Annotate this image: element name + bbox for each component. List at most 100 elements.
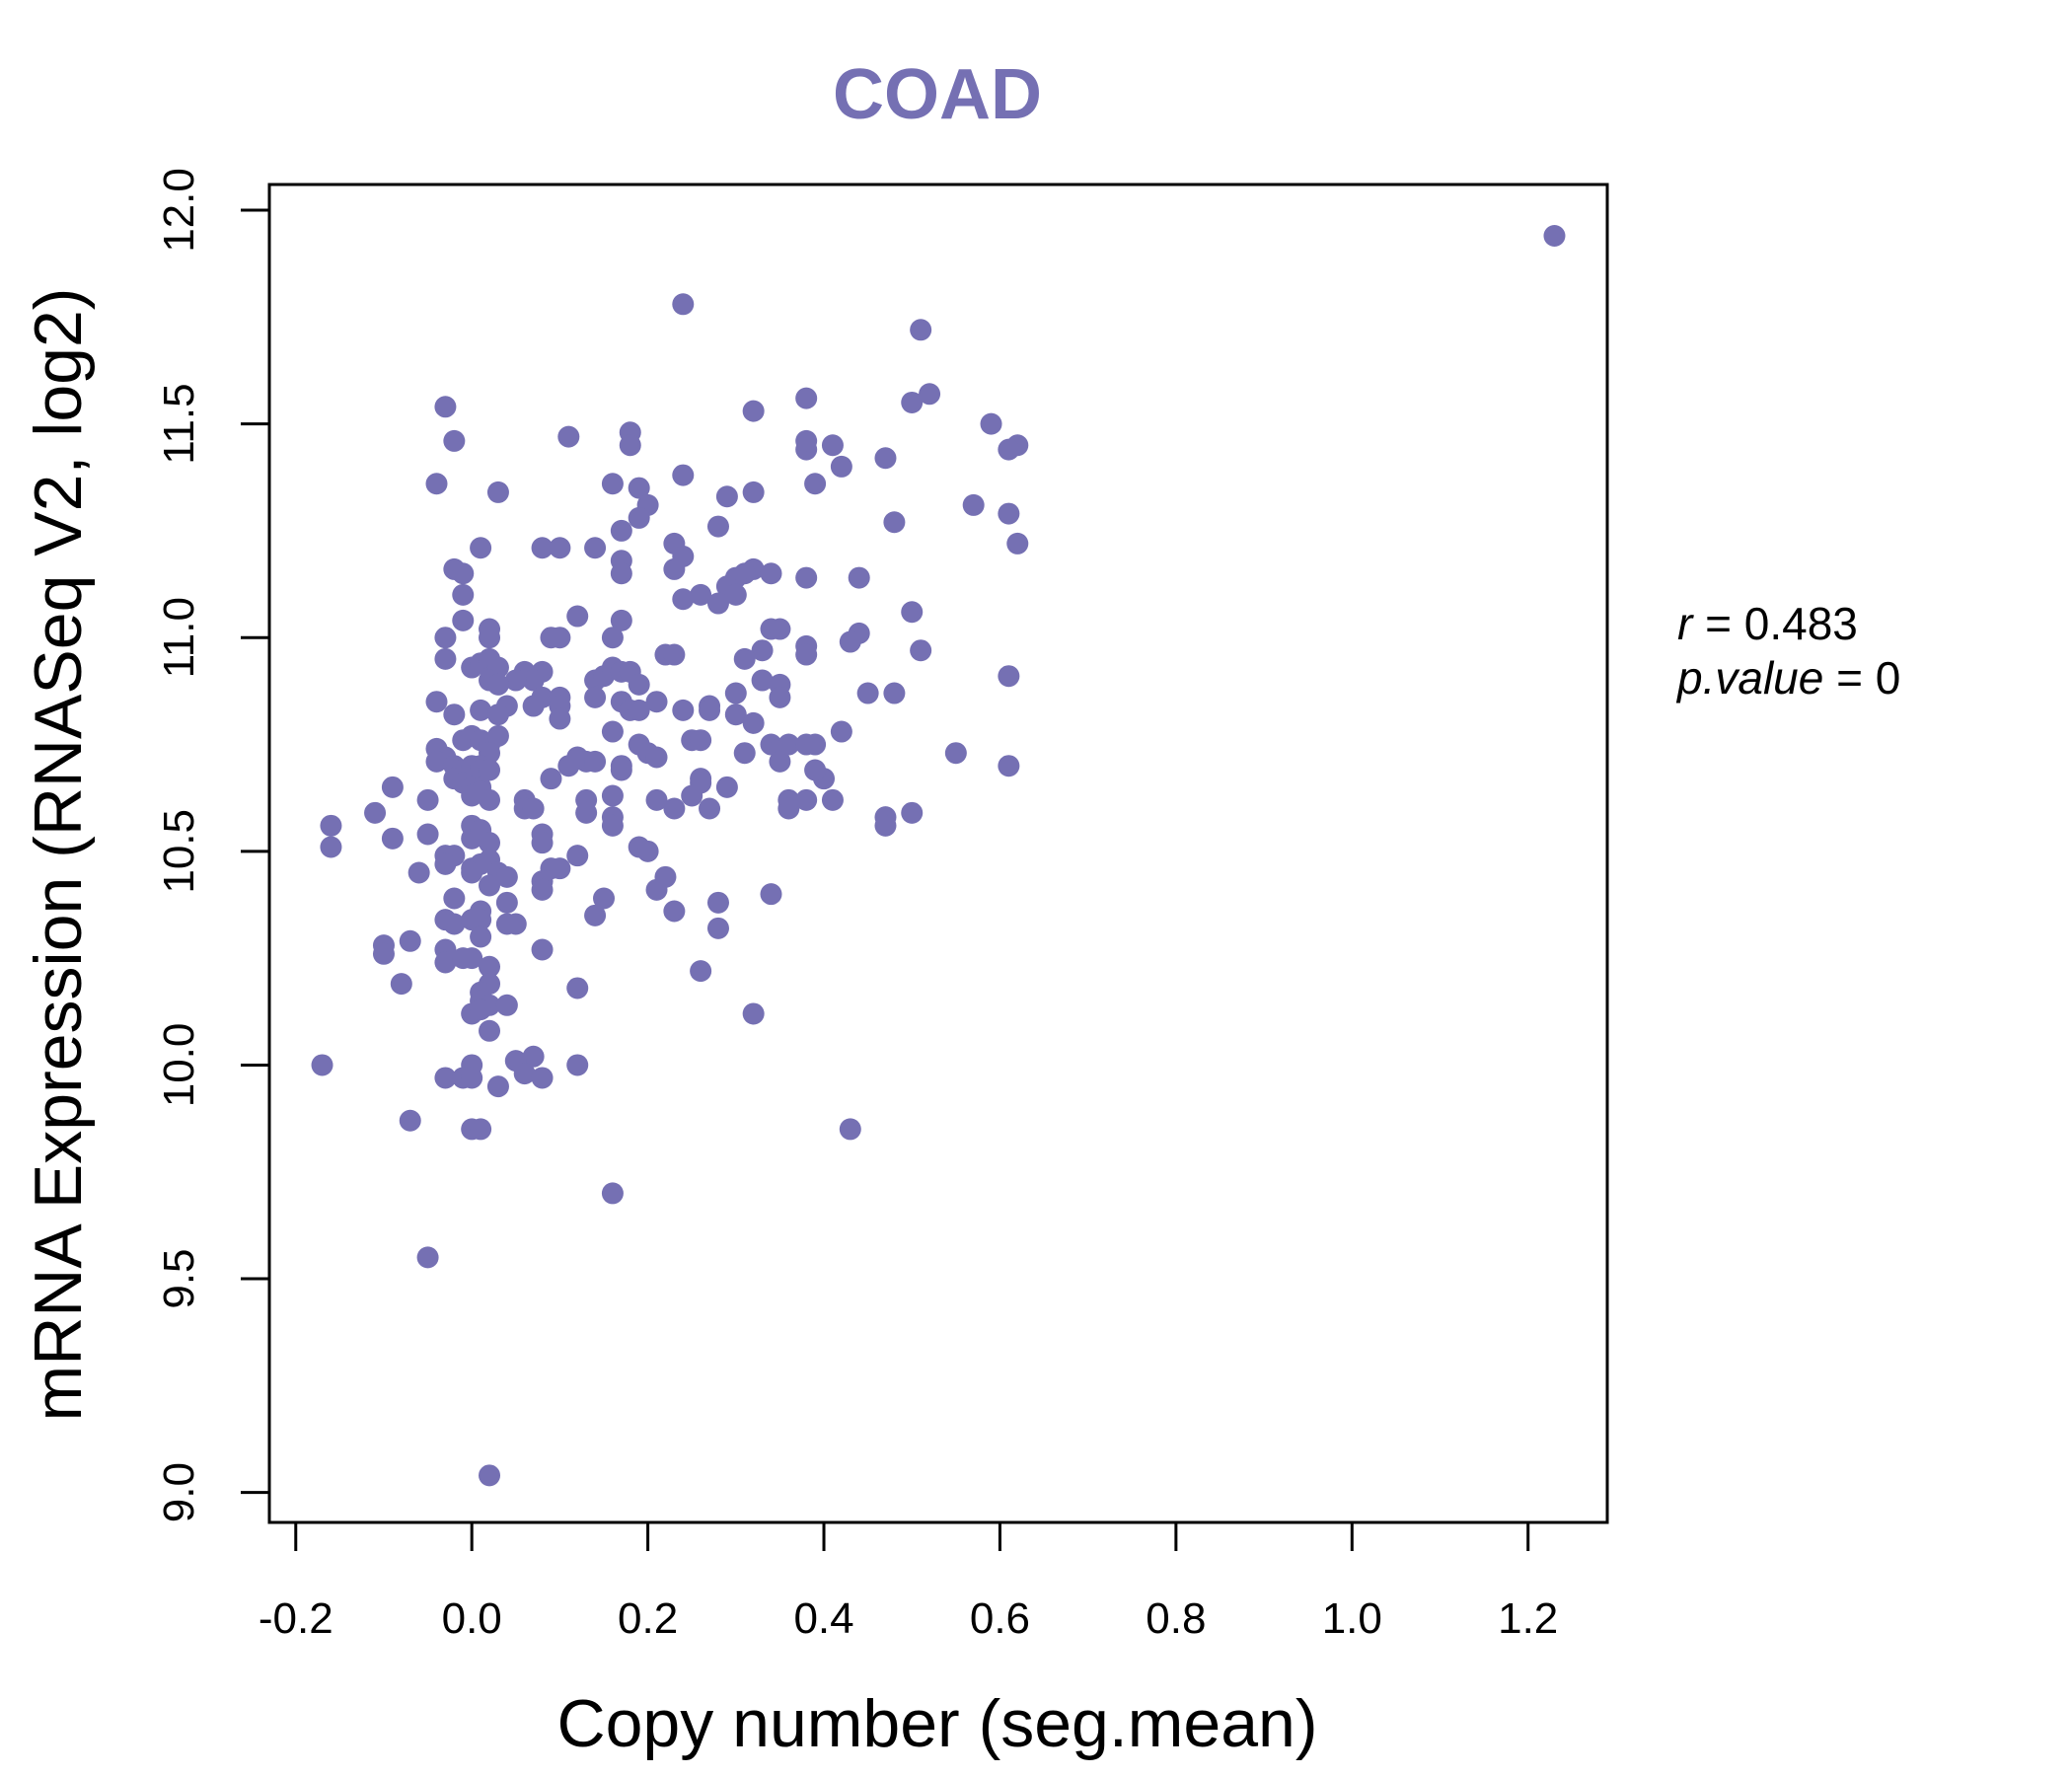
data-point	[434, 852, 457, 875]
data-point	[443, 703, 466, 726]
data-point	[486, 481, 509, 503]
data-point	[645, 691, 668, 713]
y-tick-label: 10.5	[155, 809, 203, 894]
p-value-label: p.value	[1675, 652, 1823, 703]
data-point	[364, 801, 387, 824]
data-point	[733, 647, 756, 670]
data-point	[742, 481, 765, 503]
data-point	[479, 627, 501, 649]
data-point	[479, 1019, 501, 1042]
data-point	[557, 755, 580, 777]
data-point	[566, 977, 589, 999]
data-point	[699, 797, 721, 820]
data-point	[998, 438, 1020, 461]
data-point	[504, 669, 527, 692]
data-point	[901, 391, 924, 413]
data-point	[399, 929, 421, 952]
data-point	[663, 900, 686, 923]
data-point	[549, 707, 571, 730]
data-point	[470, 537, 492, 559]
data-point	[479, 832, 501, 854]
data-point	[531, 878, 554, 901]
data-point	[883, 511, 906, 534]
data-point	[724, 682, 747, 704]
data-point	[848, 566, 870, 589]
data-point	[461, 861, 483, 884]
data-point	[407, 861, 430, 884]
data-point	[724, 583, 747, 606]
data-point	[901, 601, 924, 624]
data-point	[399, 1109, 421, 1132]
data-point	[751, 639, 774, 662]
data-point	[575, 801, 598, 824]
data-point	[531, 537, 554, 559]
data-point	[443, 429, 466, 452]
y-tick-label: 11.5	[155, 383, 203, 464]
y-tick-label: 9.0	[155, 1462, 203, 1522]
data-point	[470, 999, 492, 1021]
data-point	[681, 784, 703, 807]
data-point	[513, 1063, 536, 1085]
data-point	[1543, 224, 1566, 247]
x-tick-label: 1.2	[1498, 1594, 1558, 1643]
data-point	[593, 887, 615, 910]
data-point	[522, 669, 545, 692]
r-statistic: r = 0.483	[1677, 598, 1858, 649]
data-point	[557, 425, 580, 448]
data-point	[636, 840, 659, 862]
data-point	[699, 699, 721, 721]
data-point	[610, 609, 632, 631]
data-point	[610, 759, 632, 781]
data-point	[645, 788, 668, 811]
y-tick-label: 10.0	[155, 1023, 203, 1108]
data-point	[804, 473, 827, 495]
data-point	[434, 627, 457, 649]
data-point	[531, 938, 554, 961]
data-point	[769, 686, 791, 708]
data-point	[320, 814, 342, 837]
data-point	[998, 665, 1020, 688]
data-point	[434, 647, 457, 670]
data-point	[910, 639, 932, 662]
data-point	[777, 797, 800, 820]
data-point	[311, 1054, 333, 1076]
data-point	[804, 759, 827, 781]
data-point	[919, 383, 941, 406]
y-tick-label: 12.0	[155, 168, 203, 253]
data-point	[769, 750, 791, 773]
data-points	[311, 224, 1566, 1487]
data-point	[672, 293, 695, 316]
data-point	[944, 742, 967, 765]
data-point	[495, 994, 518, 1016]
data-point	[540, 768, 562, 790]
data-point	[724, 703, 747, 726]
data-point	[486, 673, 509, 696]
data-point	[566, 845, 589, 867]
x-axis: -0.2 0.0 0.2 0.4 0.6 0.8 1.0 1.2	[259, 1520, 1558, 1643]
data-point	[416, 823, 439, 846]
data-point	[663, 643, 686, 666]
data-point	[760, 562, 782, 585]
p-value-statistic: p.value = 0	[1675, 652, 1900, 703]
data-point	[495, 865, 518, 888]
data-point	[601, 814, 624, 837]
data-point	[549, 857, 571, 880]
data-point	[320, 836, 342, 858]
data-point	[628, 699, 650, 721]
data-point	[839, 630, 861, 653]
data-point	[425, 473, 448, 495]
data-point	[549, 537, 571, 559]
data-point	[706, 891, 729, 914]
r-statistic-value: 0.483	[1744, 598, 1858, 649]
x-tick-label: 0.6	[970, 1594, 1030, 1643]
data-point	[804, 733, 827, 756]
data-point	[874, 814, 897, 837]
data-point	[425, 691, 448, 713]
data-point	[486, 724, 509, 747]
p-value-equals: =	[1823, 652, 1875, 703]
y-axis: 9.0 9.5 10.0 10.5 11.0 11.5 12.0	[155, 168, 271, 1522]
data-point	[980, 412, 1002, 435]
data-point	[795, 387, 818, 409]
data-point	[663, 797, 686, 820]
